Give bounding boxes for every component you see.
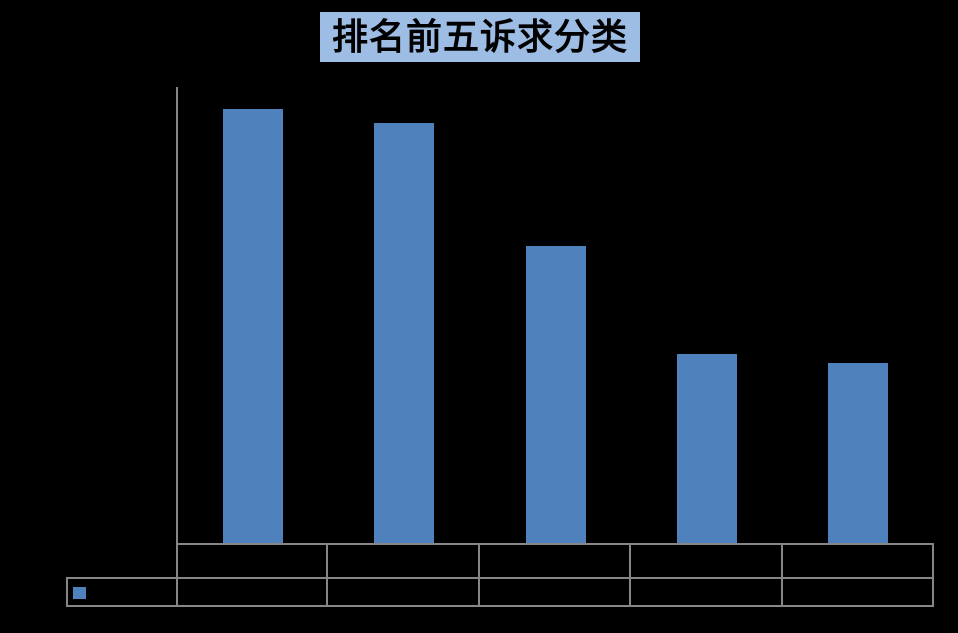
y-axis-line [176,87,178,607]
table-column-separator [478,543,480,607]
category-cell [179,545,326,577]
table-middle-border [66,577,934,579]
value-cell [633,579,780,605]
category-cell [785,545,932,577]
bar [526,246,586,543]
bar [677,354,737,543]
value-cell [482,579,629,605]
value-cell [179,579,326,605]
value-cell [330,579,477,605]
legend-swatch [73,587,86,599]
table-top-border [177,543,934,545]
value-cell [785,579,932,605]
bar [223,109,283,543]
table-bottom-border [66,605,934,607]
table-column-separator [781,543,783,607]
table-column-separator [629,543,631,607]
category-cell [633,545,780,577]
category-cell [330,545,477,577]
table-column-separator [326,543,328,607]
table-left-border [66,577,68,607]
table-column-separator [932,543,934,607]
bar [374,123,434,543]
category-cell [482,545,629,577]
bar [828,363,888,543]
chart-title: 排名前五诉求分类 [320,12,640,62]
